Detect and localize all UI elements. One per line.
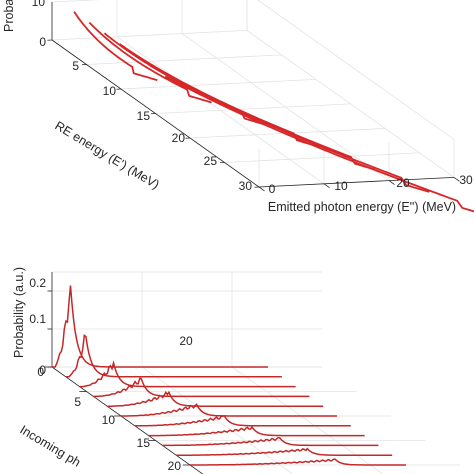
bottom-z-label: Probability (a.u.) bbox=[12, 267, 26, 358]
top-grid-line bbox=[86, 54, 282, 65]
top-series-line bbox=[149, 64, 430, 193]
top-x-label: Emitted photon energy (E'') (MeV) bbox=[268, 200, 456, 214]
top-grid-line bbox=[246, 30, 455, 178]
bottom-y-tick: 20 bbox=[168, 459, 182, 473]
top-z-tick: 0 bbox=[39, 35, 46, 49]
bottom-grid-line bbox=[231, 366, 384, 474]
bottom-z-tick: 0.2 bbox=[29, 276, 46, 290]
bottom-y-axis bbox=[51, 366, 204, 474]
top-grid-line bbox=[257, 0, 455, 140]
top-x-tick-mark bbox=[258, 186, 265, 192]
bottom-series-line bbox=[190, 458, 406, 466]
bottom-y-tick: 10 bbox=[102, 413, 116, 427]
bottom-series-line bbox=[65, 334, 282, 378]
top-grid-line bbox=[116, 36, 325, 185]
top-chart: 0 10 Proba 5 10 15 20 25 30 RE energy (E… bbox=[2, 0, 474, 214]
top-z-label: Proba bbox=[2, 0, 16, 32]
top-y-tick: 15 bbox=[137, 109, 151, 123]
bottom-series-line bbox=[79, 360, 296, 388]
bottom-series-line bbox=[52, 285, 268, 368]
top-x-tick-mark bbox=[453, 177, 460, 182]
bottom-series-line bbox=[134, 415, 351, 427]
top-series-line bbox=[164, 75, 474, 213]
bottom-y-label: Incoming ph bbox=[17, 423, 83, 470]
top-y-tick: 30 bbox=[239, 179, 253, 193]
top-x-axis bbox=[258, 177, 455, 188]
bottom-y-tick: 5 bbox=[74, 395, 81, 409]
top-grid-line bbox=[224, 152, 420, 163]
top-y-tick: 5 bbox=[72, 59, 79, 73]
bottom-series-line bbox=[121, 403, 337, 417]
bottom-z-tick: 0 bbox=[39, 363, 46, 377]
top-axes bbox=[47, 2, 460, 192]
bottom-x-tick: 20 bbox=[179, 334, 193, 348]
bottom-axes bbox=[44, 272, 204, 474]
top-x-tick-mark bbox=[323, 183, 330, 189]
bottom-chart: 0 0.1 0.2 Probability (a.u.) 0 5 10 15 2… bbox=[12, 267, 460, 474]
bottom-series bbox=[52, 285, 406, 466]
bottom-series-line bbox=[176, 447, 393, 456]
top-grid-line bbox=[155, 103, 351, 114]
top-z-tick: 10 bbox=[32, 0, 46, 9]
top-series bbox=[73, 11, 474, 213]
top-series-line bbox=[88, 21, 212, 104]
top-x-tick: 10 bbox=[334, 179, 348, 193]
bottom-series-line bbox=[148, 425, 365, 437]
top-y-tick: 20 bbox=[172, 131, 186, 145]
top-x-tick: 0 bbox=[269, 182, 276, 196]
top-x-tick: 20 bbox=[396, 176, 410, 190]
top-grid-line bbox=[51, 0, 101, 3]
bottom-series-line bbox=[107, 390, 324, 407]
top-series-line bbox=[134, 54, 376, 171]
bottom-gridlines bbox=[52, 271, 460, 474]
top-y-tick: 25 bbox=[204, 154, 218, 168]
top-x-tick-mark bbox=[388, 180, 395, 185]
top-grid-line bbox=[51, 30, 248, 41]
top-series-line bbox=[73, 11, 158, 82]
top-y-label: RE energy (E') (MeV) bbox=[52, 119, 161, 192]
bottom-z-tick: 0.1 bbox=[29, 312, 46, 326]
bottom-y-tick: 15 bbox=[137, 436, 151, 450]
top-grid-line bbox=[181, 33, 390, 181]
bottom-series-line bbox=[162, 436, 379, 447]
top-grid-line bbox=[120, 79, 317, 90]
top-x-tick: 30 bbox=[459, 173, 473, 187]
bottom-series-line bbox=[93, 377, 310, 398]
bottom-grid-line bbox=[141, 366, 294, 474]
top-y-tick: 10 bbox=[103, 84, 117, 98]
bottom-y-tick: 0 bbox=[37, 365, 44, 379]
